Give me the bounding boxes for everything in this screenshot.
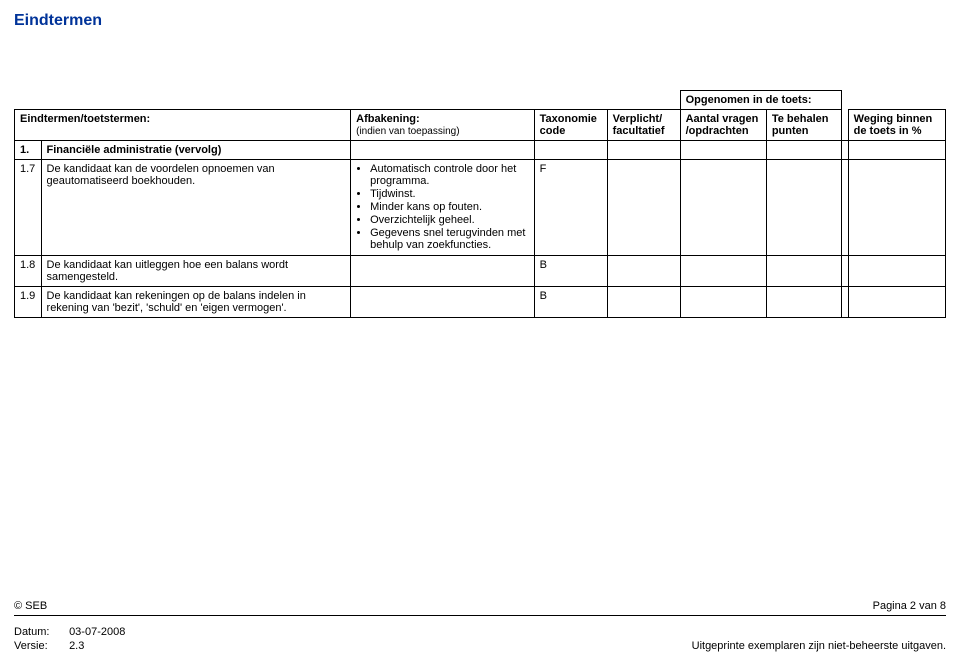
row-bullets: Automatisch controle door het programma.… — [356, 163, 529, 251]
col-afbakening: Afbakening: (indien van toepassing) — [351, 110, 535, 141]
opgenomen-label: Opgenomen in de toets: — [686, 94, 812, 106]
row-verp — [607, 160, 680, 256]
row-weging — [848, 160, 945, 256]
col-taxonomie: Taxonomie code — [534, 110, 607, 141]
footer-date-label: Datum: — [14, 626, 66, 638]
page-title: Eindtermen — [14, 12, 102, 30]
section-row: 1. Financiële administratie (vervolg) — [15, 141, 946, 160]
col-verplicht: Verplicht/ facultatief — [607, 110, 680, 141]
section-label: Financiële administratie (vervolg) — [41, 141, 351, 160]
footer-date: Datum: 03-07-2008 — [14, 626, 125, 638]
row-verp — [607, 287, 680, 318]
section-num: 1. — [15, 141, 42, 160]
row-punten — [766, 160, 841, 256]
footer-page-number: Pagina 2 van 8 — [873, 600, 946, 612]
row-num: 1.8 — [15, 256, 42, 287]
row-afb — [351, 287, 535, 318]
eindtermen-table: Opgenomen in de toets: Eindtermen/toetst… — [14, 90, 946, 318]
table-row: 1.7 De kandidaat kan de voordelen opnoem… — [15, 160, 946, 256]
section-verp — [607, 141, 680, 160]
row-aantal — [680, 160, 766, 256]
row-tax: F — [534, 160, 607, 256]
footer-version: Versie: 2.3 — [14, 640, 84, 652]
row-aantal — [680, 287, 766, 318]
main-table-container: Opgenomen in de toets: Eindtermen/toetst… — [14, 90, 946, 318]
row-tax: B — [534, 256, 607, 287]
bullet: Overzichtelijk geheel. — [370, 214, 529, 226]
section-aantal — [680, 141, 766, 160]
footer-date-value: 03-07-2008 — [69, 626, 125, 638]
row-num: 1.7 — [15, 160, 42, 256]
row-weging — [848, 287, 945, 318]
table-row: 1.9 De kandidaat kan rekeningen op de ba… — [15, 287, 946, 318]
row-desc: De kandidaat kan rekeningen op de balans… — [41, 287, 351, 318]
row-afb — [351, 256, 535, 287]
section-tax — [534, 141, 607, 160]
row-punten — [766, 256, 841, 287]
row-punten — [766, 287, 841, 318]
section-punten — [766, 141, 841, 160]
bullet: Gegevens snel terugvinden met behulp van… — [370, 227, 529, 251]
col-aantal: Aantal vragen /opdrachten — [680, 110, 766, 141]
row-aantal — [680, 256, 766, 287]
footer-version-label: Versie: — [14, 640, 66, 652]
col-weging: Weging binnen de toets in % — [848, 110, 945, 141]
row-weging — [848, 256, 945, 287]
header-toprow: Opgenomen in de toets: — [15, 91, 946, 110]
row-verp — [607, 256, 680, 287]
header-row: Eindtermen/toetstermen: Afbakening: (ind… — [15, 110, 946, 141]
bullet: Minder kans op fouten. — [370, 201, 529, 213]
row-desc: De kandidaat kan de voordelen opnoemen v… — [41, 160, 351, 256]
section-afb — [351, 141, 535, 160]
bullet: Tijdwinst. — [370, 188, 529, 200]
afbakening-label: Afbakening: — [356, 113, 420, 125]
row-tax: B — [534, 287, 607, 318]
footer-rule — [14, 615, 946, 616]
footer-version-value: 2.3 — [69, 640, 84, 652]
bullet: Automatisch controle door het programma. — [370, 163, 529, 187]
col-punten: Te behalen punten — [766, 110, 841, 141]
footer-seb: © SEB — [14, 600, 47, 612]
col-eindtermen: Eindtermen/toetstermen: — [15, 110, 351, 141]
row-desc: De kandidaat kan uitleggen hoe een balan… — [41, 256, 351, 287]
footer-note: Uitgeprinte exemplaren zijn niet-beheers… — [692, 640, 946, 652]
row-num: 1.9 — [15, 287, 42, 318]
afbakening-sub: (indien van toepassing) — [356, 126, 459, 137]
header-opgenomen: Opgenomen in de toets: — [680, 91, 841, 110]
row-afb: Automatisch controle door het programma.… — [351, 160, 535, 256]
table-row: 1.8 De kandidaat kan uitleggen hoe een b… — [15, 256, 946, 287]
section-weging — [848, 141, 945, 160]
